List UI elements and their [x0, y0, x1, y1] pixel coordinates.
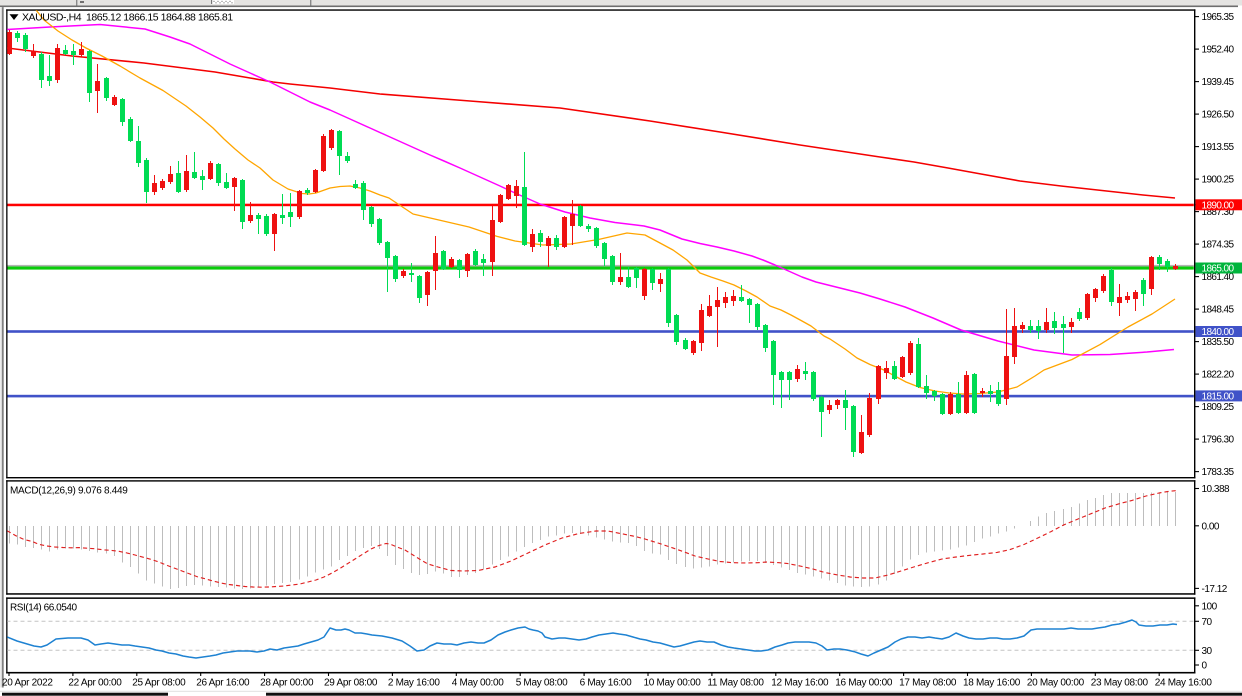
svg-text:25 Apr 08:00: 25 Apr 08:00: [132, 678, 186, 689]
svg-text:18 May 16:00: 18 May 16:00: [963, 678, 1021, 689]
svg-text:11 May 08:00: 11 May 08:00: [707, 678, 764, 689]
svg-text:5 May 08:00: 5 May 08:00: [516, 678, 568, 689]
svg-text:12 May 16:00: 12 May 16:00: [771, 678, 829, 689]
svg-text:1913.55: 1913.55: [1202, 142, 1235, 153]
svg-text:2 May 16:00: 2 May 16:00: [388, 678, 440, 689]
svg-text:6 May 16:00: 6 May 16:00: [580, 678, 632, 689]
svg-text:1890.00: 1890.00: [1202, 200, 1235, 211]
svg-text:-17.12: -17.12: [1202, 584, 1228, 595]
svg-text:MACD(12,26,9) 9.076 8.449: MACD(12,26,9) 9.076 8.449: [10, 486, 128, 497]
svg-text:1848.45: 1848.45: [1202, 305, 1235, 316]
svg-text:17 May 08:00: 17 May 08:00: [899, 678, 957, 689]
svg-text:1822.20: 1822.20: [1202, 370, 1235, 381]
svg-text:16 May 00:00: 16 May 00:00: [835, 678, 893, 689]
svg-text:1835.50: 1835.50: [1202, 337, 1235, 348]
svg-text:1809.25: 1809.25: [1202, 402, 1235, 413]
svg-text:100: 100: [1202, 601, 1218, 612]
svg-text:1861.40: 1861.40: [1202, 272, 1235, 283]
svg-text:26 Apr 16:00: 26 Apr 16:00: [196, 678, 250, 689]
svg-text:4 May 00:00: 4 May 00:00: [452, 678, 504, 689]
svg-text:22 Apr 00:00: 22 Apr 00:00: [68, 678, 122, 689]
svg-text:1900.25: 1900.25: [1202, 175, 1235, 186]
svg-text:1783.35: 1783.35: [1202, 467, 1235, 478]
svg-text:1926.50: 1926.50: [1202, 110, 1235, 121]
svg-text:28 Apr 00:00: 28 Apr 00:00: [260, 678, 314, 689]
svg-text:20 May 00:00: 20 May 00:00: [1027, 678, 1085, 689]
svg-text:0.00: 0.00: [1202, 521, 1220, 532]
svg-text:1815.00: 1815.00: [1202, 392, 1235, 403]
svg-text:24 May 16:00: 24 May 16:00: [1155, 678, 1213, 689]
svg-text:1840.00: 1840.00: [1202, 327, 1235, 338]
svg-text:1952.40: 1952.40: [1202, 45, 1235, 56]
svg-text:XAUUSD-,H4 1865.12 1866.15 18: XAUUSD-,H4 1865.12 1866.15 1864.88 1865.…: [22, 12, 233, 24]
svg-text:23 May 08:00: 23 May 08:00: [1091, 678, 1149, 689]
svg-text:1865.00: 1865.00: [1202, 264, 1235, 275]
svg-text:29 Apr 08:00: 29 Apr 08:00: [324, 678, 378, 689]
svg-text:1887.30: 1887.30: [1202, 207, 1235, 218]
svg-text:RSI(14) 66.0540: RSI(14) 66.0540: [10, 603, 78, 614]
svg-text:30: 30: [1202, 646, 1213, 657]
svg-text:0: 0: [1202, 661, 1208, 672]
svg-text:20 Apr 2022: 20 Apr 2022: [2, 678, 53, 689]
svg-text:1874.35: 1874.35: [1202, 240, 1235, 251]
svg-text:1939.45: 1939.45: [1202, 77, 1235, 88]
svg-text:10.388: 10.388: [1202, 484, 1231, 495]
svg-text:70: 70: [1202, 617, 1213, 628]
svg-text:10 May 00:00: 10 May 00:00: [644, 678, 702, 689]
svg-text:1965.35: 1965.35: [1202, 12, 1235, 23]
svg-text:1796.30: 1796.30: [1202, 435, 1235, 446]
